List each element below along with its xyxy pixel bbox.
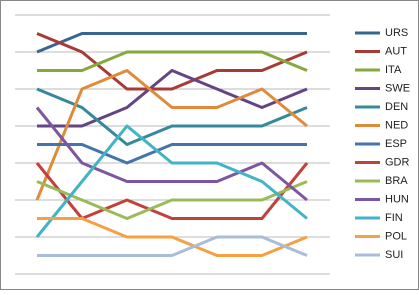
legend-label: ITA (385, 64, 402, 76)
series-line (36, 87, 308, 146)
legend-label: SUI (385, 249, 403, 261)
legend-label: NED (385, 119, 408, 131)
series-line (36, 180, 308, 220)
legend-label: AUT (385, 45, 407, 57)
legend-label: ESP (385, 138, 407, 150)
series-line (37, 217, 308, 257)
series-line (37, 50, 308, 72)
series-line (37, 69, 308, 128)
series-line (36, 32, 308, 91)
series-line (35, 124, 308, 238)
legend-label: DEN (385, 101, 408, 113)
series-line (37, 143, 307, 165)
series-line (35, 106, 308, 202)
legend-label: POL (385, 230, 407, 242)
legend-label: GDR (385, 156, 410, 168)
series-line (36, 32, 307, 54)
legend-label: URS (385, 27, 408, 39)
series-line (35, 69, 308, 201)
legend-label: SWE (385, 82, 410, 94)
legend-label: FIN (385, 212, 403, 224)
legend-label: BRA (385, 175, 408, 187)
legend-label: HUN (385, 193, 409, 205)
series-line (37, 235, 308, 257)
